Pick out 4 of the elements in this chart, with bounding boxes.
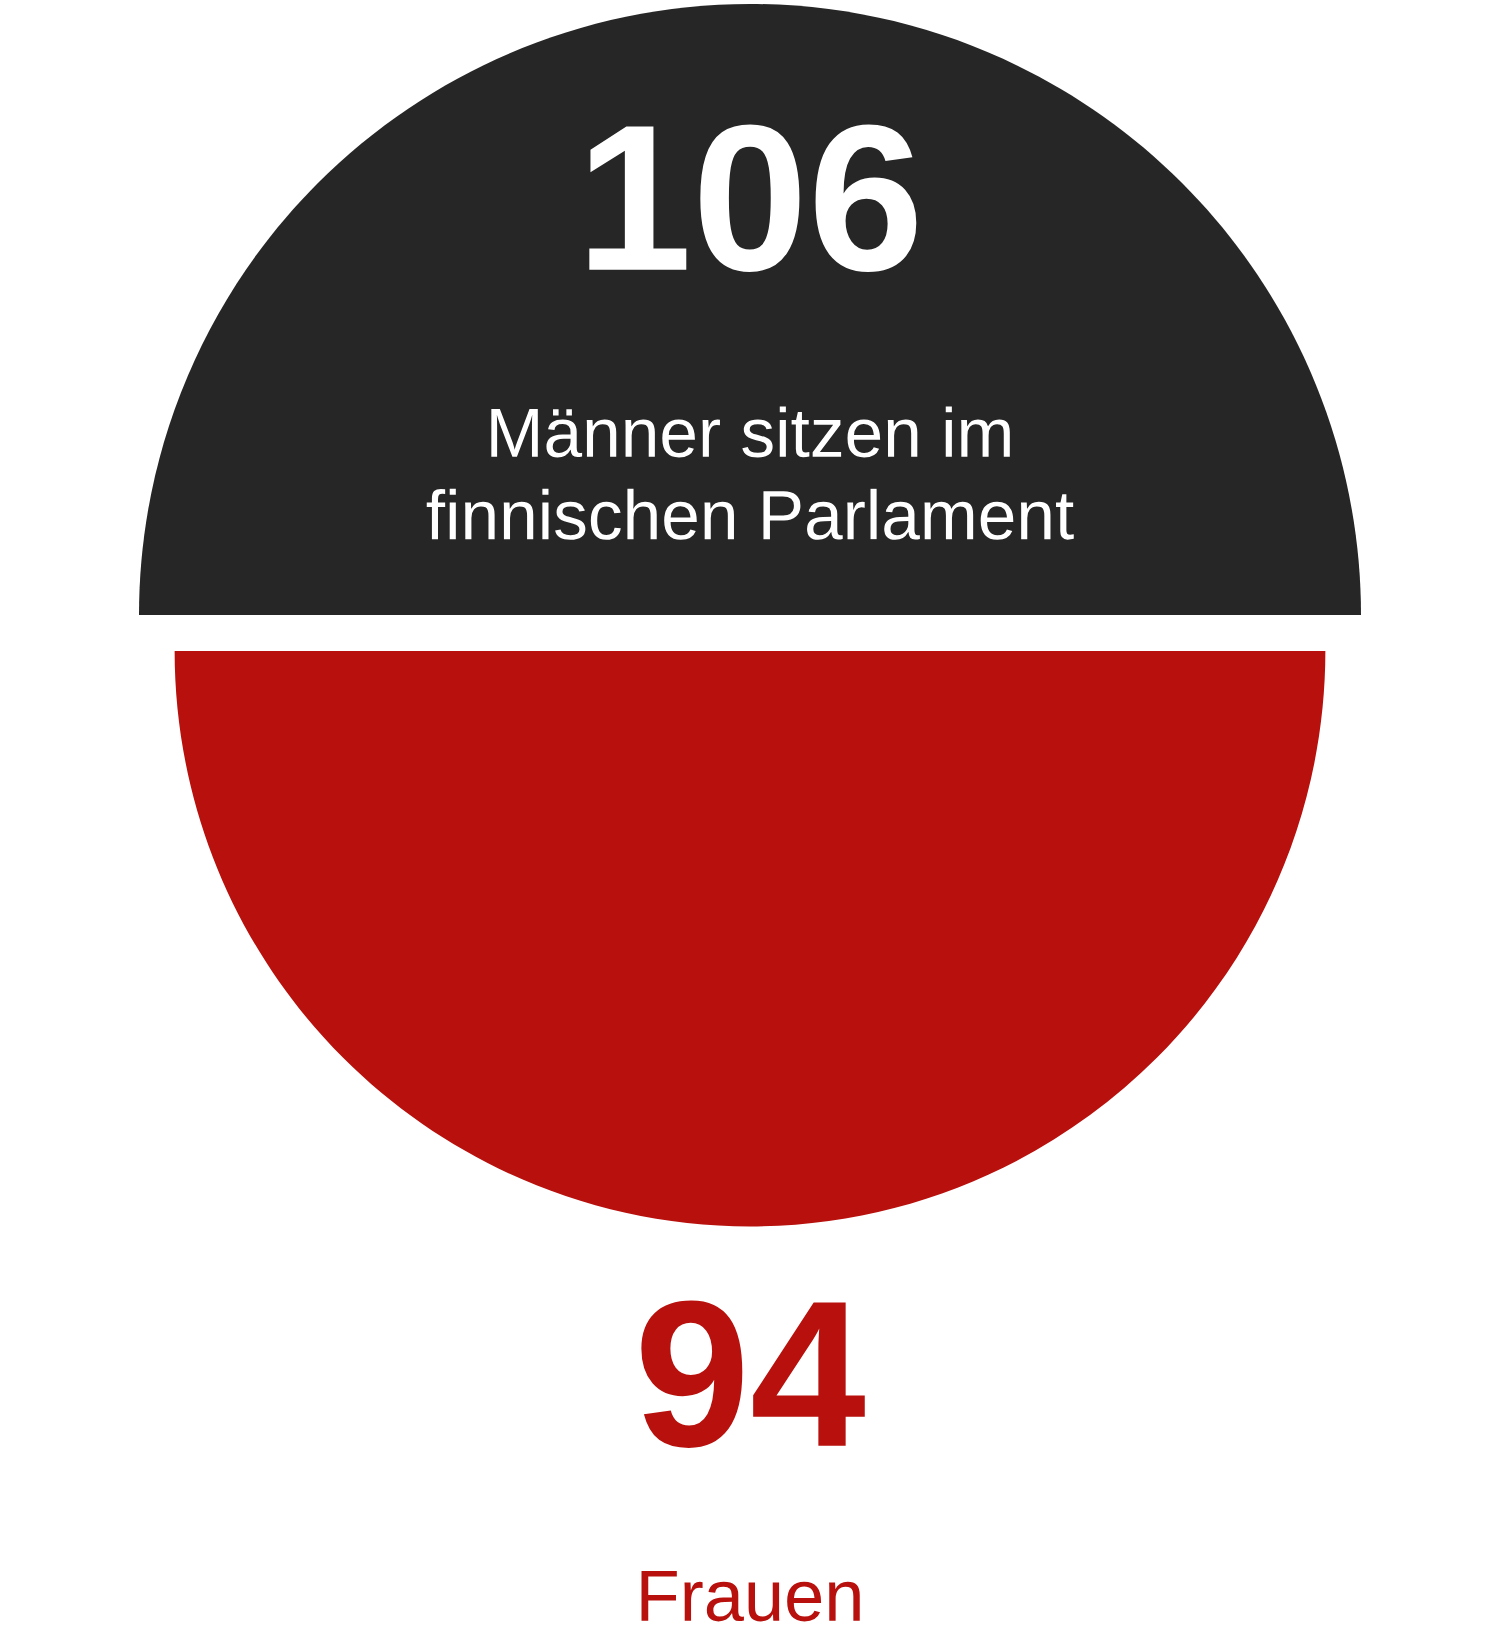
data-label: 106 <box>589 124 917 272</box>
category-label: Männer sitzen im finnischen Parlament <box>426 406 1074 540</box>
data-label: 94 <box>641 1300 865 1448</box>
category-label: Frauen <box>641 1570 860 1622</box>
